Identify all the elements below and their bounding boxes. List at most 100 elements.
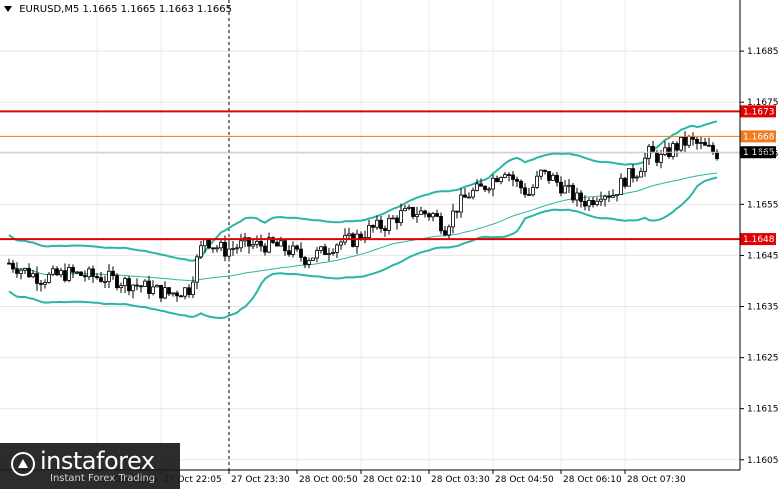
candle-body [51, 268, 55, 275]
candle-body [75, 271, 79, 274]
candle-body [591, 200, 595, 206]
candle-body [579, 192, 583, 202]
level-label: 1.1668 [743, 132, 775, 142]
candle-body [391, 217, 395, 220]
candle-body [263, 245, 267, 253]
candle-body [619, 177, 623, 196]
candle-body [107, 270, 111, 282]
time-tick-label: 28 Oct 02:10 [363, 475, 422, 485]
candle-body [399, 210, 403, 224]
candle-body [271, 237, 275, 243]
price-tick-label: 1.1635 [747, 303, 779, 313]
candle-body [551, 174, 555, 181]
candle-body [195, 256, 199, 283]
candle-body [135, 284, 139, 287]
candle-body [219, 241, 223, 249]
candle-body [675, 143, 679, 151]
price-tick-label: 1.1665 [747, 149, 779, 159]
candle-body [335, 244, 339, 253]
candle-body [47, 273, 51, 283]
candle-body [35, 273, 39, 284]
candle-body [327, 253, 331, 255]
candle-body [491, 177, 495, 190]
candle-body [615, 194, 619, 197]
time-tick-label: 27 Oct 22:05 [163, 475, 222, 485]
candle-body [183, 287, 187, 297]
candle-body [407, 206, 411, 209]
candle-body [239, 240, 243, 249]
logo-tagline: Instant Forex Trading [50, 473, 156, 484]
candle-body [575, 192, 579, 201]
candle-body [279, 240, 283, 247]
dropdown-triangle-icon[interactable] [4, 6, 12, 12]
candle-body [707, 144, 711, 147]
candle-body [691, 136, 695, 140]
candle-body [475, 183, 479, 191]
time-tick-label: 28 Oct 00:50 [299, 475, 358, 485]
horizontal-levels: 1.1673 1.1668 1.1665 1.1648 [0, 105, 776, 246]
candle-body [375, 219, 379, 228]
ohlc-values: 1.1665 1.1665 1.1663 1.1665 [82, 4, 233, 15]
candle-body [255, 240, 259, 245]
logo-brand: instaforex [40, 447, 155, 475]
candle-body [543, 169, 547, 172]
candle-body [139, 285, 143, 288]
candle-body [547, 171, 551, 181]
instaforex-logo-icon [11, 452, 35, 476]
price-tick-label: 1.1645 [747, 251, 779, 261]
instaforex-logo: instaforex Instant Forex Trading [0, 443, 180, 489]
price-tick-label: 1.1675 [747, 98, 779, 108]
candle-body [703, 142, 707, 146]
candle-body [511, 174, 515, 180]
candle-body [171, 292, 175, 295]
price-tick-label: 1.1615 [747, 405, 779, 415]
candle-body [95, 276, 99, 279]
candle-body [483, 185, 487, 190]
candle-body [471, 190, 475, 198]
candle-body [679, 137, 683, 151]
candle-body [559, 181, 563, 194]
candle-body [207, 239, 211, 249]
candle-body [299, 248, 303, 258]
symbol-label: EURUSD,M5 [19, 4, 80, 15]
candle-body [215, 247, 219, 250]
candle-body [159, 284, 163, 299]
candle-body [291, 245, 295, 255]
level-label: 1.1673 [743, 107, 775, 117]
bollinger-lower-line [8, 176, 718, 320]
candle-body [131, 284, 135, 292]
candle-body [31, 273, 35, 278]
candle-body [287, 250, 291, 255]
candle-body [91, 268, 95, 277]
price-tick-label: 1.1625 [747, 354, 779, 364]
price-axis: 1.1685 1.1675 1.1665 1.1655 1.1645 1.1635 1.16… [740, 47, 779, 466]
candle-body [127, 278, 131, 292]
candle-body [275, 242, 279, 247]
candle-body [351, 233, 355, 247]
candle-body [583, 201, 587, 207]
candle-body [555, 174, 559, 183]
candle-body [151, 286, 155, 294]
candle-body [671, 143, 675, 157]
candle-body [523, 187, 527, 195]
candle-body [119, 285, 123, 289]
candle-body [379, 219, 383, 229]
moving-average-line [8, 172, 718, 282]
candle-body [467, 196, 471, 199]
candle-body [15, 268, 19, 274]
candle-body [267, 237, 271, 253]
candle-body [495, 177, 499, 183]
candle-body [531, 186, 535, 196]
candle-body [367, 225, 371, 239]
price-tick-label: 1.1605 [747, 456, 779, 466]
candle-body [623, 177, 627, 187]
chart-header: EURUSD,M5 1.1665 1.1665 1.1663 1.1665 [4, 4, 232, 15]
candle-body [7, 262, 11, 265]
candle-body [339, 241, 343, 246]
candle-body [535, 175, 539, 188]
candle-body [231, 248, 235, 250]
candle-body [479, 183, 483, 187]
candle-body [639, 171, 643, 178]
candle-body [655, 152, 659, 163]
